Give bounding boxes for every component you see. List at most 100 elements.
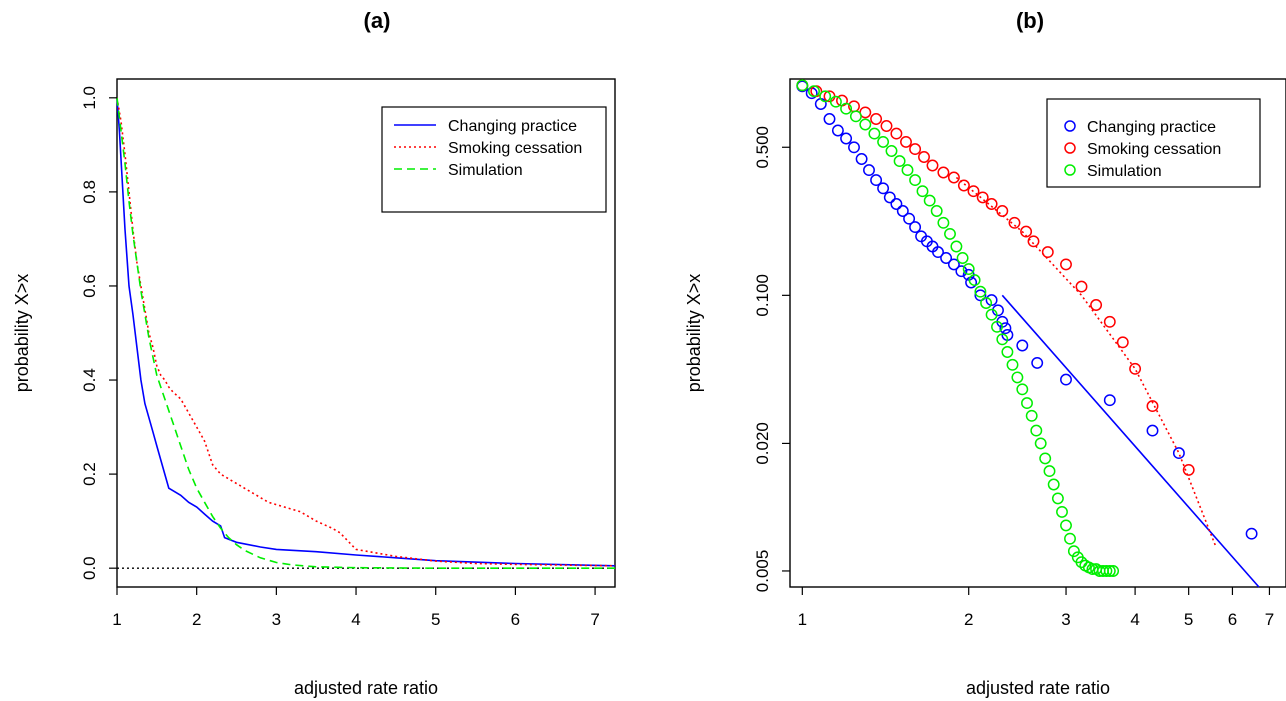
panel-b-point-simulation [840, 102, 853, 115]
panel-a-ytick-label: 0.0 [80, 556, 99, 580]
panel-a-ytick-label: 0.4 [80, 368, 99, 392]
panel-b-point-changing-practice [974, 289, 987, 302]
panel-b-point-simulation [980, 297, 993, 309]
panel-b-xtick-label: 3 [1061, 610, 1070, 629]
panel-b-frame [789, 78, 1286, 588]
panel-b-title: (b) [1016, 8, 1044, 33]
panel-b-point-changing-practice [999, 322, 1012, 335]
panel-b-point-changing-practice [870, 174, 883, 187]
panel-b-point-smoking-cessation [1041, 246, 1054, 259]
panel-b-series [796, 79, 1260, 588]
panel-b-point-smoking-cessation [1103, 315, 1116, 328]
panel-a-title: (a) [364, 8, 391, 33]
panel-b-point-smoking-cessation [1090, 299, 1103, 311]
panel-b-point-simulation [1043, 465, 1056, 478]
panel-b-point-smoking-cessation [918, 151, 930, 163]
panel-b-point-smoking-cessation [937, 166, 950, 179]
panel-b-point-changing-practice [848, 141, 860, 154]
panel-b-point-simulation [968, 274, 981, 287]
panel-b-xtick-label: 7 [1265, 610, 1274, 629]
panel-b-ytick-label: 0.020 [753, 422, 772, 465]
panel-b-point-smoking-cessation [985, 198, 998, 210]
panel-a-ylabel: probability X>x [12, 274, 32, 393]
panel-b-xtick-label: 4 [1130, 610, 1139, 629]
panel-b-point-changing-practice [1016, 339, 1029, 352]
panel-a-legend: Changing practice Smoking cessation Simu… [381, 106, 607, 213]
legend-b-changing-practice: Changing practice [1087, 119, 1216, 136]
panel-b-point-smoking-cessation [1075, 280, 1088, 293]
panel-b-point-changing-practice [883, 191, 896, 204]
panel-b-point-simulation [962, 263, 975, 276]
panel-b-point-simulation [1025, 409, 1038, 422]
panel-b-point-smoking-cessation [1182, 463, 1195, 476]
panel-a-xtick-label: 3 [272, 610, 281, 629]
panel-a-xtick-label: 6 [511, 610, 520, 629]
panel-b-point-changing-practice [947, 258, 960, 271]
panel-b-point-simulation [909, 174, 922, 187]
panel-b-point-changing-practice [840, 132, 853, 145]
panel-b-point-simulation [1030, 424, 1043, 437]
panel-b-point-simulation [877, 135, 890, 148]
panel-a-xtick-label: 4 [351, 610, 360, 629]
legend-a-simulation: Simulation [448, 162, 523, 179]
panel-b-point-changing-practice [1031, 356, 1044, 369]
panel-a-series [116, 97, 616, 570]
panel-a-series-smoking-cessation [116, 97, 616, 567]
panel-b-point-simulation [1039, 452, 1052, 465]
panel-b-point-changing-practice [1060, 373, 1072, 386]
panel-b-point-simulation [956, 252, 969, 264]
legend-b-simulation-marker [1064, 164, 1076, 176]
panel-b-point-simulation [1006, 358, 1019, 371]
panel-b-point-smoking-cessation [1020, 225, 1033, 238]
panel-b-ytick-label: 0.100 [753, 274, 772, 317]
panel-a-series-simulation [116, 97, 615, 570]
panel-b-point-smoking-cessation [909, 143, 922, 156]
panel-b-point-smoking-cessation [880, 120, 893, 132]
panel-b-point-smoking-cessation [1129, 362, 1142, 375]
panel-b-point-changing-practice [909, 221, 922, 234]
panel-b-point-smoking-cessation [947, 171, 960, 184]
panel-a-frame [116, 78, 616, 588]
panel-b-point-changing-practice [1245, 527, 1258, 540]
panel-b-point-simulation [1051, 492, 1064, 505]
panel-b-point-changing-practice [896, 205, 909, 217]
panel-b-point-simulation [1067, 545, 1080, 558]
panel-b-point-smoking-cessation [1060, 258, 1072, 271]
panel-b-point-simulation [808, 85, 820, 98]
panel-b-fit-line-smoking-cessation [955, 176, 1217, 548]
panel-a-ytick-label: 0.2 [80, 462, 99, 486]
legend-a-changing-practice: Changing practice [448, 118, 577, 135]
panel-b-point-simulation [1021, 397, 1033, 410]
panel-b-point-smoking-cessation [926, 159, 939, 172]
panel-b-point-simulation [829, 95, 842, 108]
panel-b-point-changing-practice [890, 198, 903, 210]
panel-b-point-smoking-cessation [900, 135, 912, 148]
panel-b: (b) 1 2 3 4 5 6 7 0.005 0.020 0.100 0.500 adjusted… [684, 8, 1286, 698]
panel-b-point-simulation [1016, 383, 1029, 396]
panel-b-point-simulation [930, 205, 943, 217]
panel-b-ytick-label: 0.005 [753, 550, 772, 593]
panel-b-point-changing-practice [1103, 394, 1116, 407]
legend-b-changing-practice-marker [1064, 120, 1076, 132]
panel-b-point-changing-practice [955, 265, 968, 278]
panel-b-point-smoking-cessation [1027, 235, 1040, 248]
panel-b-xtick-label: 2 [964, 610, 973, 629]
panel-b-point-changing-practice [823, 113, 836, 125]
panel-b-point-simulation [937, 216, 950, 229]
panel-b-point-simulation [1107, 565, 1120, 577]
panel-b-point-smoking-cessation [1008, 216, 1021, 229]
panel-b-point-simulation [985, 308, 998, 321]
panel-a-xtick-label: 7 [590, 610, 599, 629]
panel-b-point-smoking-cessation [967, 185, 980, 198]
panel-b-point-simulation [916, 185, 929, 198]
panel-b-point-changing-practice [1172, 447, 1185, 460]
panel-a-ytick-label: 0.6 [80, 274, 99, 298]
panel-b-point-simulation [923, 194, 936, 207]
panel-b-point-changing-practice [814, 98, 827, 110]
panel-b-point-simulation [1064, 532, 1076, 545]
panel-b-point-simulation [996, 333, 1009, 346]
panel-b-point-simulation [944, 227, 956, 240]
panel-a-xtick-label: 2 [192, 610, 201, 629]
panel-b-point-changing-practice [903, 212, 916, 225]
